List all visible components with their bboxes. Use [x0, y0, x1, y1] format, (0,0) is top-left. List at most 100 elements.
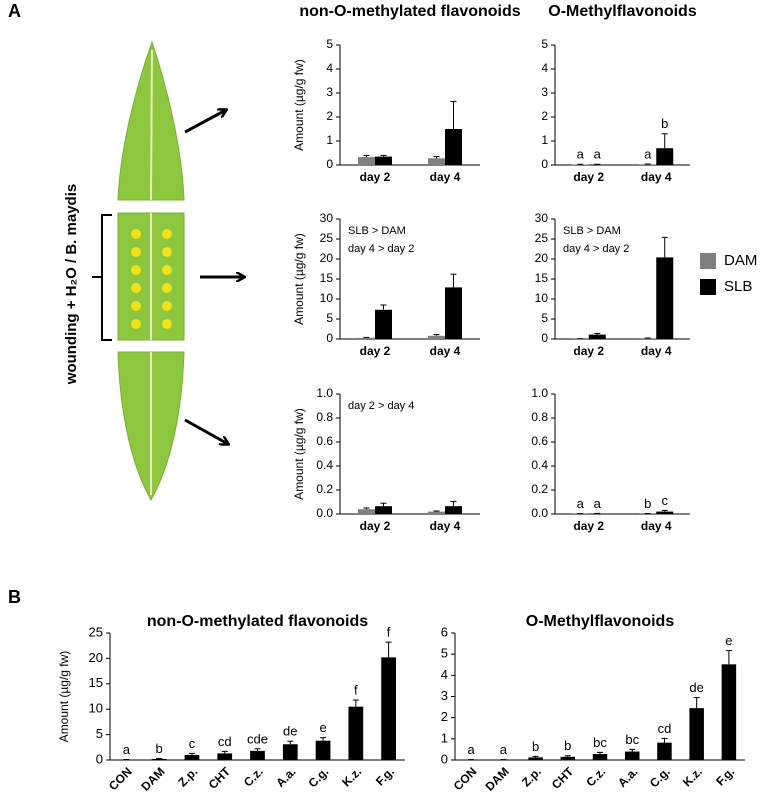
y-tick-label: 0.6: [316, 434, 333, 448]
significance-letter: c: [662, 493, 669, 508]
chart-title: O-Methylflavonoids: [526, 613, 675, 630]
bar: [656, 148, 674, 165]
y-tick-label: 10: [535, 291, 549, 305]
bar: [381, 657, 396, 760]
significance-letter: de: [283, 724, 297, 739]
y-tick-label: 0: [326, 331, 333, 345]
significance-letter: cde: [247, 731, 268, 746]
x-tick-label: DAM: [482, 764, 511, 793]
y-tick-label: 20: [89, 650, 103, 665]
y-tick-label: 1: [326, 133, 333, 147]
y-axis-label: Amount (µg/g fw): [292, 233, 306, 325]
bar: [588, 334, 606, 339]
x-tick-label: day 4: [641, 344, 672, 358]
x-tick-label: day 2: [360, 170, 391, 184]
significance-letter: a: [594, 147, 602, 162]
y-tick-label: 1.0: [531, 386, 548, 400]
y-tick-label: 3: [541, 85, 548, 99]
y-tick-label: 6: [441, 624, 448, 639]
significance-letter: de: [689, 680, 703, 695]
x-tick-label: F.g.: [713, 764, 737, 788]
significance-letter: c: [189, 736, 196, 751]
significance-letter: b: [532, 739, 539, 754]
x-tick-label: CON: [106, 764, 135, 793]
x-tick-label: C.g.: [305, 764, 331, 790]
y-tick-label: 20: [535, 251, 549, 265]
y-tick-label: 5: [541, 37, 548, 51]
bar: [375, 309, 392, 339]
bar: [184, 754, 200, 760]
y-tick-label: 1: [441, 730, 448, 745]
x-tick-label: K.z.: [339, 764, 364, 789]
bar: [656, 511, 674, 514]
leaf-illustration: [92, 40, 244, 502]
x-tick-label: C.z.: [241, 764, 266, 789]
significance-letter: cd: [658, 721, 672, 736]
x-tick-label: day 2: [360, 344, 391, 358]
legend-label: DAM: [724, 252, 757, 269]
significance-letter: b: [156, 741, 163, 756]
x-tick-label: DAM: [138, 764, 167, 793]
x-tick-label: Z.p.: [175, 764, 200, 789]
significance-letter: e: [319, 720, 326, 735]
y-tick-label: 0.6: [531, 434, 548, 448]
y-tick-label: 5: [541, 311, 548, 325]
y-tick-label: 10: [89, 701, 103, 716]
y-tick-label: 4: [541, 61, 548, 75]
x-tick-label: CHT: [206, 764, 234, 792]
bar: [639, 164, 657, 165]
annotation: day 2 > day 4: [348, 400, 414, 412]
significance-letter: a: [594, 496, 602, 511]
y-tick-label: 5: [326, 37, 333, 51]
significance-letter: f: [387, 625, 391, 640]
y-tick-label: 0.0: [316, 506, 333, 520]
y-tick-label: 15: [535, 271, 549, 285]
x-tick-label: day 4: [430, 519, 461, 533]
y-tick-label: 15: [320, 271, 334, 285]
y-tick-label: 5: [96, 726, 103, 741]
annotation: day 4 > day 2: [348, 243, 414, 255]
y-tick-label: 4: [441, 667, 448, 682]
significance-letter: bc: [593, 735, 607, 750]
panel-label: B: [8, 587, 21, 607]
x-tick-label: Z.p.: [519, 764, 544, 789]
y-tick-label: 3: [441, 688, 448, 703]
significance-letter: a: [644, 146, 652, 161]
significance-letter: a: [577, 496, 585, 511]
bar: [656, 257, 674, 339]
x-tick-label: day 2: [573, 344, 604, 358]
y-axis-label: Amount (µg/g fw): [57, 651, 71, 743]
legend-swatch: [700, 253, 716, 269]
x-tick-label: day 4: [641, 170, 672, 184]
x-tick-label: F.g.: [373, 764, 397, 788]
y-tick-label: 0.8: [316, 410, 333, 424]
chart-title: O-Methylflavonoids: [548, 3, 697, 20]
x-tick-label: C.g.: [647, 764, 673, 790]
y-tick-label: 25: [320, 231, 334, 245]
y-tick-label: 2: [326, 109, 333, 123]
y-tick-label: 0: [326, 157, 333, 171]
bar: [445, 287, 462, 339]
significance-letter: a: [500, 742, 508, 757]
significance-letter: b: [564, 738, 571, 753]
y-tick-label: 0: [541, 331, 548, 345]
significance-letter: bc: [625, 732, 639, 747]
x-tick-label: day 4: [641, 519, 672, 533]
y-tick-label: 3: [326, 85, 333, 99]
y-tick-label: 4: [326, 61, 333, 75]
treatment-label: wounding + H₂O / B. maydis: [63, 184, 80, 385]
y-tick-label: 0: [541, 157, 548, 171]
bar: [445, 506, 462, 514]
bar: [428, 335, 445, 339]
bar: [358, 157, 375, 165]
bar: [315, 740, 331, 760]
y-tick-label: 0.8: [531, 410, 548, 424]
x-tick-label: day 2: [573, 519, 604, 533]
annotation: SLB > DAM: [348, 225, 406, 237]
y-tick-label: 0.2: [531, 482, 548, 496]
x-tick-label: day 2: [360, 519, 391, 533]
legend-label: SLB: [724, 278, 752, 295]
y-tick-label: 5: [441, 646, 448, 661]
chart-title: non-O-methylated flavonoids: [147, 613, 368, 630]
